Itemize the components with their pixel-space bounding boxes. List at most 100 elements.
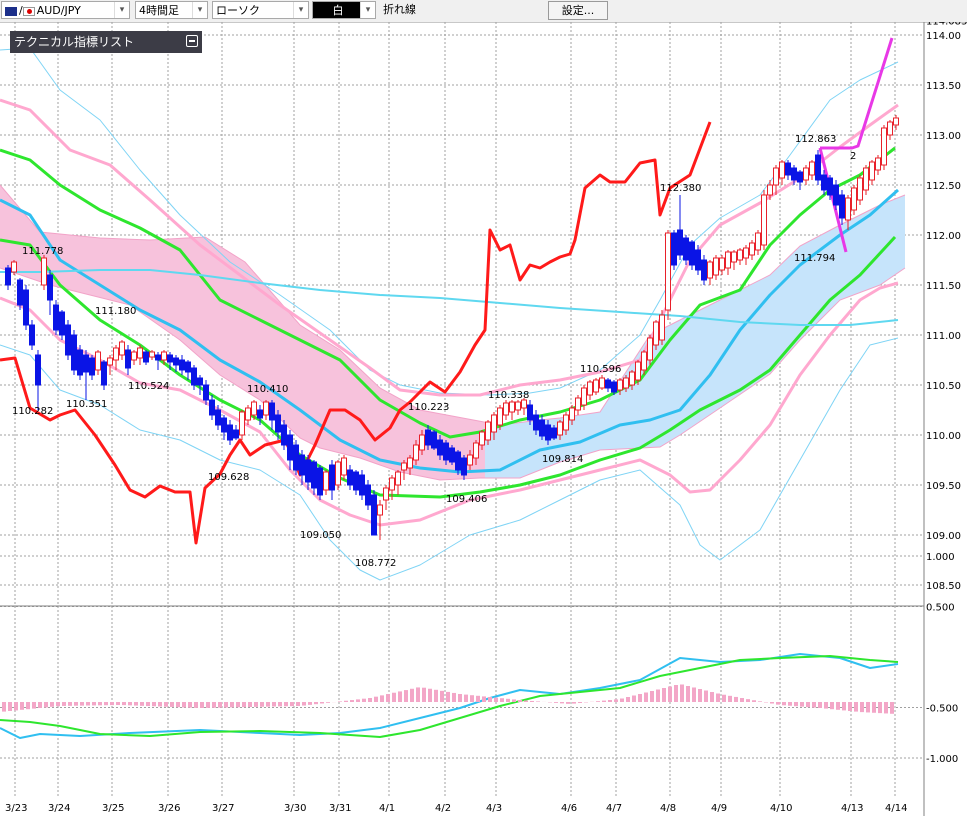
candle-body <box>443 442 449 461</box>
candle-body <box>131 351 137 361</box>
macd-histogram-bar <box>470 695 474 702</box>
candle-body <box>479 431 485 446</box>
macd-histogram-bar <box>200 702 204 708</box>
macd-histogram-bar <box>14 702 18 711</box>
macd-histogram-bar <box>536 701 540 702</box>
macd-histogram-bar <box>134 702 138 706</box>
candle-body <box>203 384 209 401</box>
candle-body <box>383 487 389 501</box>
x-tick-label: 3/31 <box>329 803 351 814</box>
candle-body <box>623 377 629 389</box>
macd-histogram-bar <box>644 692 648 702</box>
macd-tick-label: 0.500 <box>926 603 955 614</box>
price-annotation: 110.524 <box>128 381 169 392</box>
candle-body <box>155 354 161 361</box>
candle-body <box>305 459 311 483</box>
macd-histogram-bar <box>512 699 516 702</box>
candle-body <box>395 471 401 486</box>
candle-body <box>137 347 143 359</box>
candle-body <box>557 421 563 436</box>
y-tick-label: 112.50 <box>926 181 961 192</box>
candle-body <box>521 399 527 409</box>
chevron-down-icon[interactable]: ▾ <box>360 2 375 18</box>
macd-histogram-bar <box>440 690 444 702</box>
candle-body <box>719 257 725 271</box>
candle-body <box>743 247 749 259</box>
chevron-down-icon[interactable]: ▾ <box>114 2 129 18</box>
candle-body <box>431 431 437 449</box>
timeframe-select[interactable]: 4時間足 ▾ <box>135 1 208 19</box>
candle-body <box>209 399 215 416</box>
chart-area[interactable]: 108.50 109.00 109.50 110.00 110.50 111.00 111.… <box>0 22 967 816</box>
macd-histogram-bar <box>656 689 660 702</box>
candle-body <box>569 407 575 421</box>
candle-body <box>161 351 167 361</box>
macd-histogram-bar <box>62 702 66 706</box>
candle-body <box>893 117 899 126</box>
macd-histogram-bar <box>278 702 282 707</box>
macd-histogram-bar <box>602 700 606 702</box>
japan-flag-icon <box>22 6 35 16</box>
price-annotation: 2 <box>850 151 856 162</box>
macd-histogram-bar <box>680 684 684 702</box>
macd-histogram-bar <box>86 702 90 706</box>
chevron-down-icon[interactable]: ▾ <box>293 2 308 18</box>
candle-body <box>371 494 377 536</box>
macd-histogram-bar <box>830 702 834 710</box>
chart-type-select[interactable]: ローソク ▾ <box>212 1 309 19</box>
macd-histogram-bar <box>806 702 810 708</box>
candle-body <box>251 401 257 416</box>
macd-histogram-bar <box>884 702 888 714</box>
macd-histogram-bar <box>494 697 498 702</box>
minimize-icon[interactable] <box>186 35 198 47</box>
macd-histogram-bar <box>2 702 6 712</box>
line-type-label: 折れ線 <box>383 3 416 16</box>
top-price-label: 114.083 <box>926 22 967 28</box>
macd-tick-label: -1.000 <box>926 754 958 765</box>
symbol-select[interactable]: / AUD/JPY ▾ <box>1 1 130 19</box>
macd-histogram-bar <box>854 702 858 712</box>
candle-body <box>239 411 245 436</box>
macd-histogram-bar <box>614 699 618 702</box>
macd-histogram-bar <box>476 695 480 702</box>
macd-histogram-bar <box>32 702 36 709</box>
candle-body <box>503 402 509 416</box>
candle-body <box>689 241 695 266</box>
candle-body <box>857 177 863 201</box>
macd-histogram-bar <box>8 702 12 711</box>
x-tick-label: 4/1 <box>379 803 395 814</box>
candle-body <box>791 167 797 181</box>
macd-histogram-bar <box>362 698 366 702</box>
candle-body <box>167 354 173 363</box>
macd-histogram-bar <box>422 687 426 702</box>
chevron-down-icon[interactable]: ▾ <box>192 2 207 18</box>
candle-body <box>617 379 623 391</box>
candle-body <box>785 162 791 176</box>
color-mode-label: 白 <box>332 4 344 17</box>
color-mode-select[interactable]: 白 ▾ <box>312 1 376 19</box>
macd-histogram-bar <box>176 702 180 708</box>
candle-body <box>83 354 89 373</box>
macd-histogram-bar <box>704 690 708 702</box>
candle-body <box>803 167 809 181</box>
price-annotation: 109.814 <box>542 454 583 465</box>
settings-button[interactable]: 設定... <box>548 1 608 20</box>
candle-body <box>191 367 197 386</box>
x-tick-label: 3/27 <box>212 803 234 814</box>
candle-body <box>539 419 545 437</box>
indicator-list-panel[interactable]: テクニカル指標リスト <box>10 31 202 53</box>
macd-histogram-bar <box>404 690 408 702</box>
candle-body <box>833 184 839 206</box>
candle-body <box>581 387 587 406</box>
x-tick-label: 4/10 <box>770 803 792 814</box>
macd-histogram-bar <box>20 702 24 710</box>
macd-histogram-bar <box>746 699 750 702</box>
macd-histogram-bar <box>188 702 192 708</box>
macd-histogram-bar <box>206 702 210 708</box>
macd-histogram-bar <box>674 685 678 702</box>
price-annotation: 112.380 <box>660 183 701 194</box>
macd-histogram-bar <box>164 702 168 707</box>
macd-histogram-bar <box>182 702 186 708</box>
candle-body <box>473 442 479 459</box>
macd-histogram-bar <box>80 702 84 706</box>
